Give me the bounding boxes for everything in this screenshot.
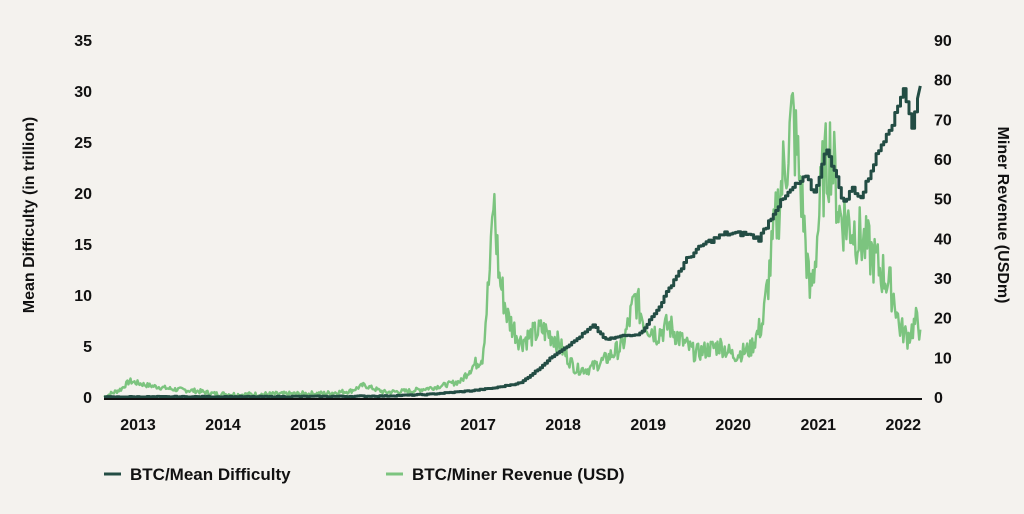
- series-line-mean-difficulty: [104, 85, 922, 399]
- left-tick-label: 25: [74, 135, 92, 152]
- x-tick-label: 2019: [630, 417, 666, 434]
- legend: BTC/Mean Difficulty BTC/Miner Revenue (U…: [104, 465, 625, 484]
- right-tick-label: 60: [934, 152, 952, 169]
- series-line-miner-revenue: [103, 91, 922, 399]
- legend-label-difficulty: BTC/Mean Difficulty: [130, 465, 291, 484]
- right-axis-ticks: 90 80 70 60 50 40 30 20 10 0: [934, 33, 952, 407]
- left-tick-label: 35: [74, 33, 92, 50]
- x-tick-label: 2016: [375, 417, 411, 434]
- x-tick-label: 2015: [290, 417, 326, 434]
- left-axis-title: Mean Difficulty (in trillion): [21, 117, 38, 313]
- left-tick-label: 10: [74, 288, 92, 305]
- series-layer: [103, 85, 922, 399]
- x-tick-label: 2014: [205, 417, 241, 434]
- right-tick-label: 50: [934, 192, 952, 209]
- right-tick-label: 30: [934, 271, 952, 288]
- left-axis-ticks: 35 30 25 20 15 10 5 0: [74, 33, 92, 407]
- x-axis-ticks: 2013 2014 2015 2016 2017 2018 2019 2020 2021 2022: [120, 417, 921, 434]
- x-tick-label: 2021: [800, 417, 836, 434]
- right-tick-label: 80: [934, 73, 952, 90]
- right-tick-label: 40: [934, 231, 952, 248]
- left-tick-label: 15: [74, 237, 92, 254]
- right-tick-label: 20: [934, 311, 952, 328]
- legend-label-revenue: BTC/Miner Revenue (USD): [412, 465, 625, 484]
- right-tick-label: 90: [934, 33, 952, 50]
- x-tick-label: 2022: [885, 417, 921, 434]
- x-tick-label: 2018: [545, 417, 581, 434]
- left-tick-label: 0: [83, 390, 92, 407]
- left-tick-label: 20: [74, 186, 92, 203]
- x-tick-label: 2013: [120, 417, 156, 434]
- right-tick-label: 10: [934, 350, 952, 367]
- right-tick-label: 0: [934, 390, 943, 407]
- right-axis-title: Miner Revenue (USDm): [994, 127, 1011, 304]
- left-tick-label: 30: [74, 84, 92, 101]
- x-tick-label: 2020: [715, 417, 751, 434]
- left-tick-label: 5: [83, 339, 92, 356]
- x-tick-label: 2017: [460, 417, 496, 434]
- right-tick-label: 70: [934, 112, 952, 129]
